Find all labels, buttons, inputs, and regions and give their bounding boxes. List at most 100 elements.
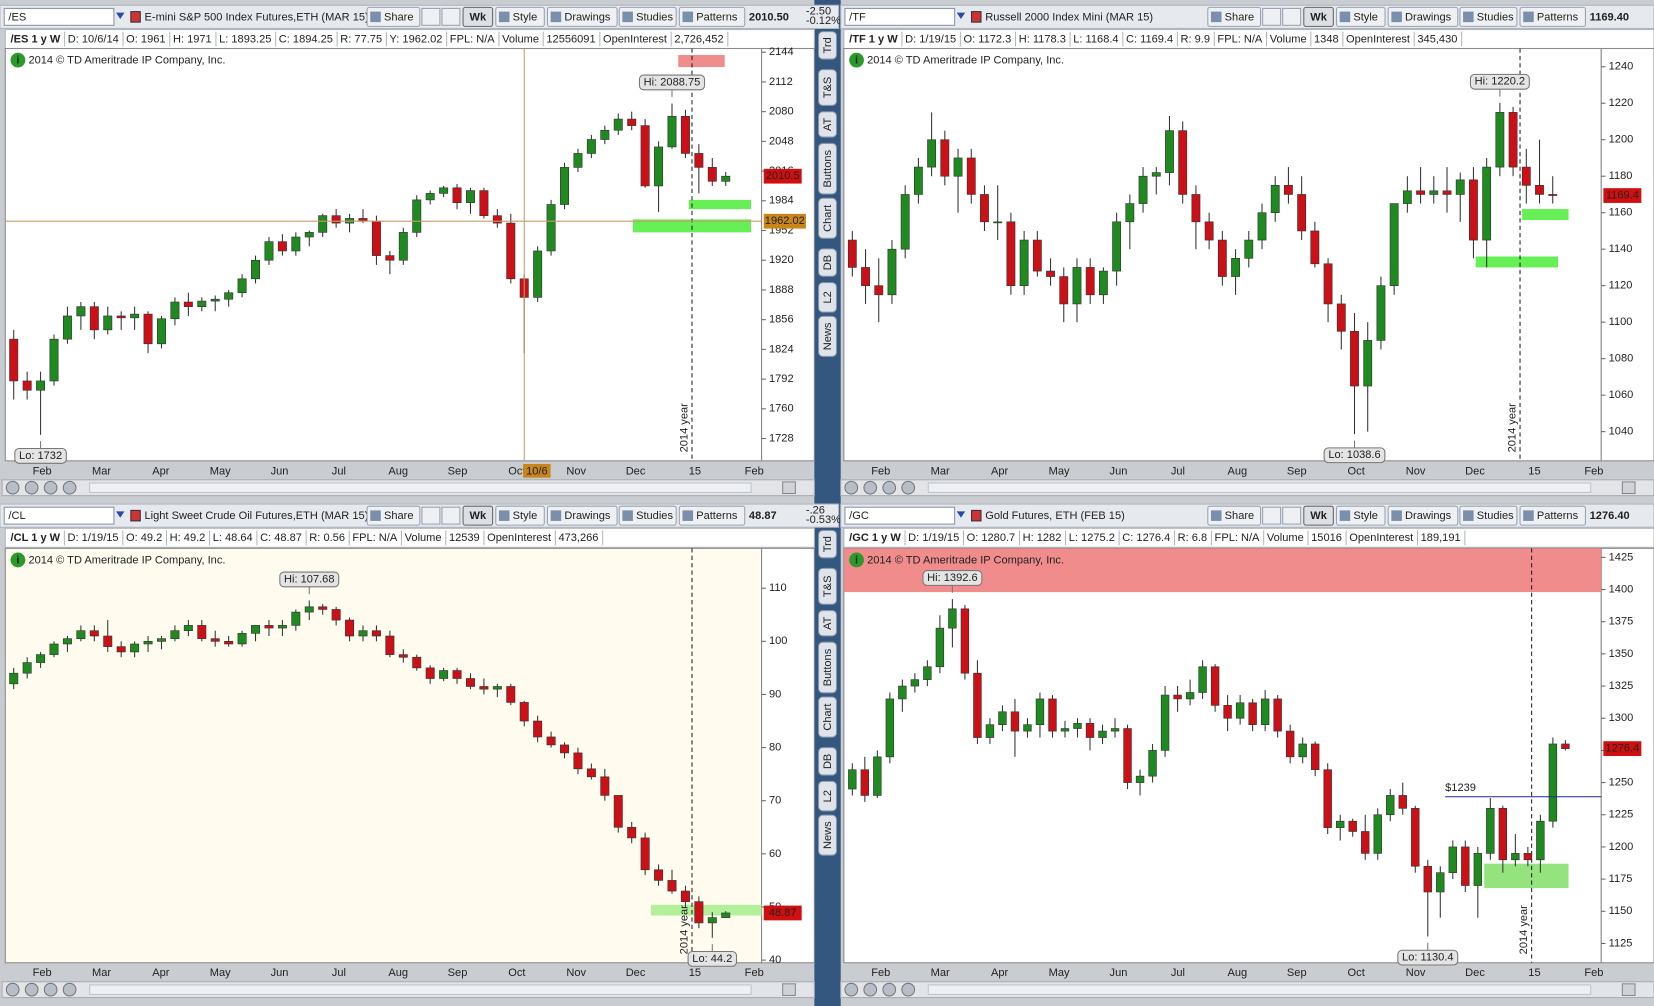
toolbar-button[interactable] [1459,505,1518,526]
side-tab[interactable] [818,696,838,738]
side-tab[interactable] [818,69,838,106]
toolbar-button[interactable] [678,505,746,526]
toolbar-button[interactable] [1519,505,1586,526]
candle-body [847,239,857,268]
tool-icon[interactable] [1262,7,1282,26]
description: Light Sweet Crude Oil Futures,ETH (MAR 1… [145,510,369,522]
candle-body [848,769,857,790]
side-tab[interactable] [818,780,838,812]
y-tick-label: 1856 [769,314,794,326]
interval-button[interactable] [462,505,494,526]
candle-body [385,635,395,655]
candle-body [613,118,623,131]
candle-body [264,625,274,629]
zoom-icon[interactable] [62,480,77,495]
zoom-icon[interactable] [5,480,20,495]
scroll-end[interactable] [1621,481,1636,495]
symbol-box[interactable] [3,7,115,26]
zoom-icon[interactable] [43,480,58,495]
toolbar-button[interactable] [1387,6,1459,27]
side-tab[interactable] [818,315,838,357]
symbol-box[interactable] [3,506,115,525]
symbol-box[interactable] [844,7,956,26]
dropdown-icon[interactable] [956,12,966,19]
side-tab[interactable] [818,142,838,195]
dropdown-icon[interactable] [116,12,125,19]
side-tab[interactable] [818,197,838,239]
zoom-icon[interactable] [43,982,58,997]
x-tick-label: Apr [991,465,1009,477]
x-tick-label: Oct [508,967,525,979]
toolbar-button[interactable] [546,6,618,27]
side-tab[interactable] [818,641,838,694]
dropdown-icon[interactable] [116,511,125,518]
tool-icon[interactable] [421,506,441,525]
interval-button[interactable] [1303,6,1334,27]
side-tab[interactable] [818,610,838,637]
scroll-end[interactable] [782,983,796,996]
interval-button[interactable] [1303,505,1334,526]
dropdown-icon[interactable] [956,511,966,518]
toolbar-button[interactable] [1519,6,1586,27]
candle-body [707,167,717,182]
zoom-icon[interactable] [24,982,39,997]
extreme-label: Lo: 44.2 [692,953,732,965]
side-tab[interactable] [818,529,838,559]
tool-icon[interactable] [1262,506,1282,525]
tool-icon[interactable] [1282,7,1302,26]
button-label: Drawings [1405,11,1452,23]
side-tab[interactable] [818,567,838,605]
candle-body [1511,853,1520,861]
scroll-end[interactable] [782,481,796,495]
candle-body [1436,872,1445,893]
y-tick-label: 80 [769,742,781,754]
side-tab[interactable] [818,814,838,856]
candle-body [1561,743,1570,749]
zoom-icon[interactable] [844,982,859,997]
side-tab[interactable] [818,248,838,277]
symbol: /CL [8,510,25,522]
zoom-icon[interactable] [863,982,878,997]
tool-icon[interactable] [441,7,461,26]
interval-button[interactable] [462,6,494,27]
side-tab[interactable] [818,282,838,313]
tool-icon[interactable] [1282,506,1302,525]
zoom-icon[interactable] [901,480,916,495]
candle-body [36,380,46,391]
side-tab-label: T&S [822,576,834,598]
candle-body [1523,853,1533,861]
toolbar-button[interactable] [546,505,618,526]
y-tick-label: 1225 [1609,809,1634,821]
zoom-icon[interactable] [882,480,897,495]
symbol-box[interactable] [844,506,956,525]
zoom-icon[interactable] [901,982,916,997]
y-tick-label: 1920 [769,254,794,266]
toolbar-button[interactable] [1459,6,1518,27]
side-tab[interactable] [818,747,838,776]
zoom-icon[interactable] [863,480,878,495]
y-tick-label: 2048 [769,135,794,147]
toolbar-button[interactable] [618,6,677,27]
zoom-icon[interactable] [24,480,39,495]
candle-body [224,641,234,645]
y-tick-label: 1325 [1609,680,1634,692]
side-tab[interactable] [818,31,838,60]
scroll-end[interactable] [1621,983,1636,996]
toolbar-button[interactable] [618,505,677,526]
price-axis [761,47,815,462]
button-icon [1391,11,1402,23]
x-tick-label: Mar [931,967,950,979]
toolbar-button[interactable] [678,6,746,27]
zoom-icon[interactable] [5,982,20,997]
zoom-icon[interactable] [882,982,897,997]
y-tick-label: 1952 [769,224,794,236]
candle-body [1423,865,1432,893]
candle-body [923,666,932,680]
tool-icon[interactable] [421,7,441,26]
zoom-icon[interactable] [62,982,77,997]
side-tab[interactable] [818,111,838,138]
tool-icon[interactable] [441,506,461,525]
x-tick-label: May [210,967,231,979]
zoom-icon[interactable] [844,480,859,495]
toolbar-button[interactable] [1387,505,1459,526]
